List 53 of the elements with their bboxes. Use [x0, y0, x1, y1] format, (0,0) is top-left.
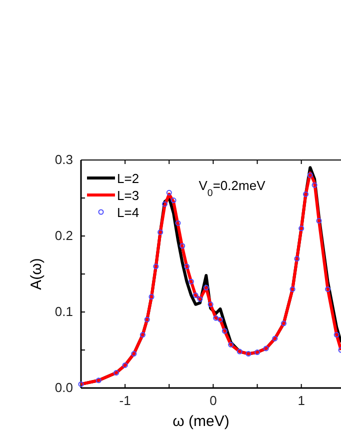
point [113, 370, 120, 376]
point [184, 264, 190, 270]
point [131, 351, 137, 357]
legend-label: L=4 [117, 205, 140, 220]
point [78, 381, 84, 387]
point [228, 342, 234, 348]
y-tick-label: 0.1 [54, 304, 73, 320]
point [217, 316, 224, 322]
y-tick-label: 0.3 [54, 152, 73, 168]
point [122, 362, 128, 368]
point [263, 346, 269, 352]
point [302, 191, 309, 197]
point [325, 286, 331, 292]
annotation: V$_{0}$=0.2meV [198, 178, 266, 198]
y-axis-title: A(ω) [28, 258, 45, 290]
point [246, 351, 252, 357]
point [175, 220, 181, 226]
point [290, 286, 296, 292]
point [222, 328, 228, 334]
point [334, 332, 340, 338]
point [166, 190, 172, 196]
point [208, 302, 214, 308]
point [272, 336, 278, 342]
x-tick-label: 0 [210, 393, 217, 408]
point [148, 294, 154, 300]
point [96, 378, 102, 384]
point [312, 182, 318, 188]
point [162, 201, 168, 207]
point [192, 292, 198, 298]
point [153, 264, 159, 270]
x-tick-label: 1 [298, 393, 305, 408]
x-tick-label: -1 [119, 393, 131, 408]
point [294, 256, 300, 262]
point [298, 226, 304, 232]
point [307, 172, 313, 178]
legend-label: L=3 [117, 188, 140, 203]
point [254, 350, 260, 356]
point [213, 315, 219, 321]
point [170, 198, 176, 204]
point [236, 348, 242, 354]
point [197, 296, 203, 302]
point [144, 316, 150, 322]
legend-label: L=2 [117, 171, 140, 186]
y-tick-label: 0.0 [54, 380, 73, 396]
y-tick-label: 0.2 [54, 228, 73, 244]
point [203, 284, 209, 290]
point [158, 229, 164, 235]
point [316, 218, 322, 224]
x-axis-title: ω (meV) [172, 413, 230, 430]
point [280, 320, 286, 326]
point [188, 278, 194, 284]
point [140, 332, 146, 338]
point [180, 243, 186, 249]
